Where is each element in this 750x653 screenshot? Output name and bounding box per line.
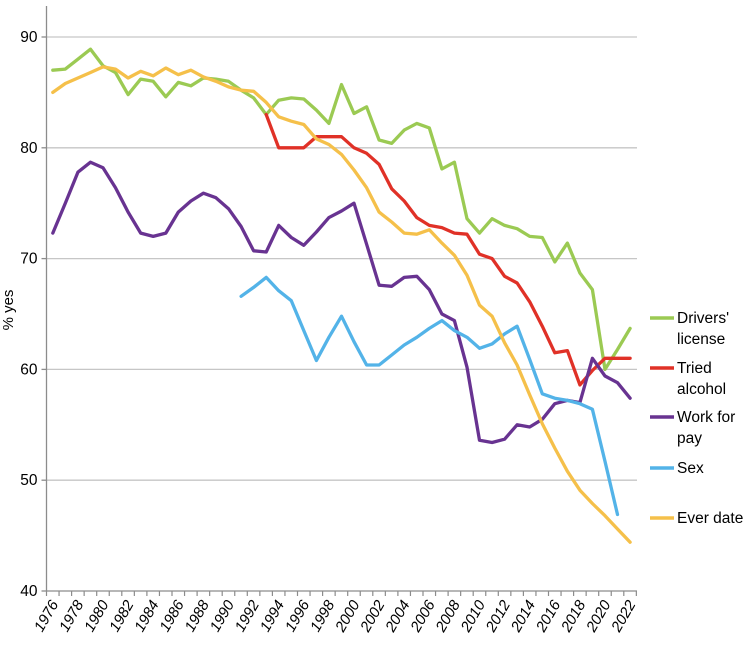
x-tick-label-2006: 2006 — [407, 597, 439, 636]
x-tick-label-1976: 1976 — [31, 597, 63, 635]
x-tick-label-2014: 2014 — [507, 598, 539, 636]
x-tick-label-1980: 1980 — [81, 597, 113, 635]
x-tick-label-2018: 2018 — [557, 597, 589, 636]
x-tick-label-2016: 2016 — [532, 597, 564, 636]
x-tick-label-2012: 2012 — [482, 597, 514, 636]
y-axis-title: % yes — [0, 290, 17, 331]
series-line-ever-date — [51, 65, 632, 544]
x-tick-label-1978: 1978 — [56, 597, 88, 635]
y-tick-label-60: 60 — [20, 361, 38, 378]
series-line-drivers-license — [51, 47, 632, 372]
y-tick-label-80: 80 — [20, 140, 38, 157]
x-tick-label-1984: 1984 — [131, 598, 162, 635]
x-tick-label-2020: 2020 — [583, 597, 615, 636]
x-tick-label-1996: 1996 — [282, 597, 314, 635]
y-tick-label-50: 50 — [20, 472, 38, 489]
y-tick-label-40: 40 — [20, 583, 38, 600]
x-tick-label-2010: 2010 — [457, 597, 489, 636]
x-tick-label-1982: 1982 — [106, 597, 138, 635]
x-tick-label-2022: 2022 — [608, 597, 640, 636]
y-tick-label-90: 90 — [20, 29, 38, 46]
series-line-work-for-pay — [51, 160, 632, 445]
x-tick-label-1986: 1986 — [156, 597, 188, 635]
x-tick-label-2002: 2002 — [357, 597, 389, 636]
x-tick-label-2004: 2004 — [382, 598, 414, 636]
legend-item-work-for-pay: Work for pay — [650, 409, 735, 447]
legend-label-drivers-license-line-1: Drivers' — [677, 310, 729, 327]
series-line-tried-alcohol — [264, 112, 632, 387]
legend-label-sex-line-1: Sex — [677, 460, 704, 477]
x-tick-label-2000: 2000 — [332, 597, 364, 636]
x-tick-label-1988: 1988 — [181, 597, 213, 635]
legend-label-drivers-license-line-2: license — [677, 331, 725, 348]
legend-label-tried-alcohol-line-2: alcohol — [677, 381, 726, 398]
legend-item-ever-date: Ever date — [650, 510, 743, 527]
legend-label-ever-date-line-1: Ever date — [677, 510, 743, 527]
legend-item-tried-alcohol: Tried alcohol — [650, 360, 726, 398]
x-tick-label-1992: 1992 — [232, 597, 264, 635]
x-tick-label-2008: 2008 — [432, 597, 464, 636]
x-tick-label-1994: 1994 — [257, 598, 288, 635]
x-tick-label-1998: 1998 — [307, 597, 339, 635]
legend-label-work-for-pay-line-1: Work for — [677, 409, 735, 426]
x-tick-label-1990: 1990 — [207, 597, 239, 635]
legend-label-work-for-pay-line-2: pay — [677, 430, 702, 447]
legend-label-tried-alcohol-line-1: Tried — [677, 360, 712, 377]
y-tick-label-70: 70 — [20, 251, 38, 268]
series-line-sex — [239, 275, 620, 517]
legend-item-sex: Sex — [650, 460, 704, 477]
legend-item-drivers-license: Drivers' license — [650, 310, 729, 348]
